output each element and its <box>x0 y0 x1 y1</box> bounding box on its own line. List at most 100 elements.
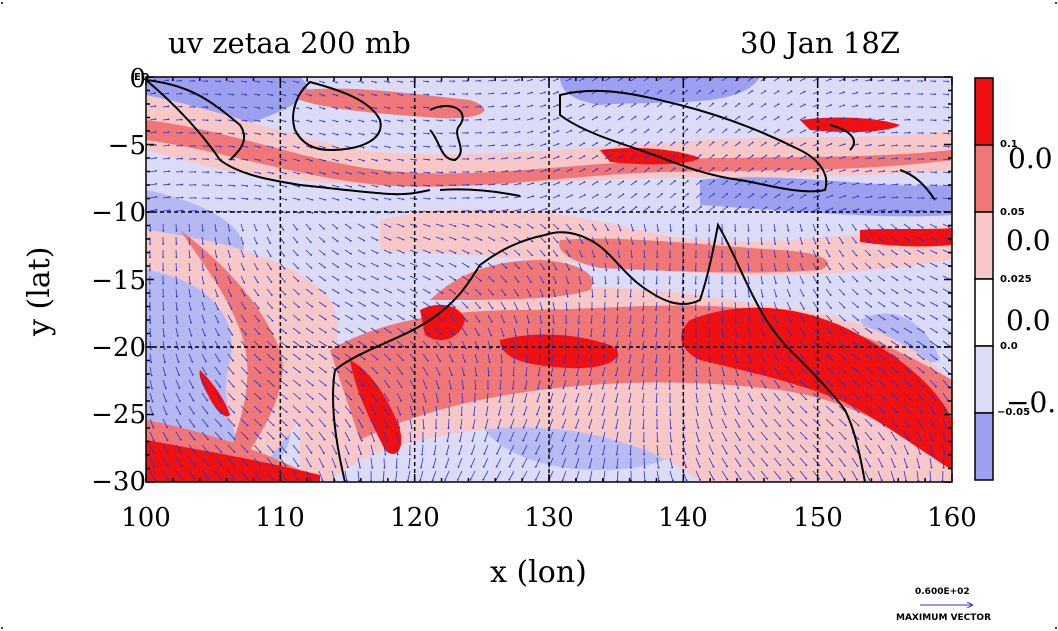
wind-vector-head <box>175 295 178 298</box>
wind-vector <box>578 142 585 147</box>
wind-vector-head <box>245 372 248 375</box>
wind-vector-head <box>154 92 157 94</box>
wind-vector <box>812 262 817 270</box>
wind-vector-head <box>935 252 938 255</box>
wind-vector <box>435 158 443 160</box>
wind-vector <box>240 314 246 322</box>
wind-vector-head <box>311 212 314 214</box>
wind-vector <box>916 249 924 254</box>
wind-vector-head <box>896 344 899 347</box>
wind-vector <box>552 130 559 134</box>
wind-vector-head <box>777 373 780 376</box>
wind-vector-head <box>577 322 580 324</box>
wind-vector-head <box>752 438 755 441</box>
wind-vector-head <box>347 452 350 455</box>
wind-vector-head <box>484 439 486 442</box>
wind-vector <box>383 132 390 135</box>
wind-vector <box>409 405 413 415</box>
wind-vector <box>214 249 217 258</box>
wind-vector <box>617 129 623 134</box>
wind-vector <box>422 145 429 148</box>
wind-vector <box>279 392 288 400</box>
wind-vector-head <box>674 205 677 208</box>
wind-vector-head <box>588 479 591 482</box>
wind-vector-head <box>509 452 511 455</box>
wind-vector-head <box>420 466 422 469</box>
wind-vector-head <box>791 155 794 157</box>
wind-vector-head <box>193 131 196 134</box>
wind-vector-head <box>362 398 365 401</box>
wind-vector <box>669 180 676 186</box>
wind-vector-head <box>376 252 379 255</box>
wind-vector <box>500 144 507 147</box>
wind-vector-head <box>258 94 261 96</box>
wind-vector <box>370 197 378 201</box>
wind-vector-head <box>180 105 183 108</box>
wind-vector <box>487 249 495 255</box>
wind-vector-head <box>684 453 687 456</box>
wind-vector-head <box>549 387 552 390</box>
wind-vector-head <box>259 451 262 453</box>
wind-vector <box>279 327 287 334</box>
wind-vector-head <box>818 437 821 440</box>
wind-vector-head <box>216 295 219 298</box>
wind-vector <box>526 275 532 283</box>
wind-vector-head <box>453 333 455 336</box>
wind-vector <box>589 379 593 389</box>
wind-vector-head <box>203 295 205 298</box>
wind-vector-head <box>831 398 834 400</box>
wind-vector <box>279 145 286 148</box>
wind-vector-head <box>518 130 521 133</box>
wind-vector-head <box>511 387 514 390</box>
wind-vector-head <box>668 295 671 298</box>
wind-vector <box>383 158 390 161</box>
wind-vector-head <box>175 243 178 245</box>
wind-vector <box>370 262 378 267</box>
wind-vector <box>851 314 859 321</box>
wind-vector-head <box>175 282 178 285</box>
wind-vector <box>409 145 416 148</box>
wind-vector-head <box>698 453 701 455</box>
wind-vector-head <box>522 439 525 442</box>
wind-vector <box>734 366 739 376</box>
wind-vector <box>851 236 857 243</box>
wind-vector <box>422 405 426 415</box>
wind-vector-head <box>582 103 585 106</box>
colorbar-label: 0.1 <box>1000 139 1018 150</box>
wind-vector <box>551 353 554 363</box>
wind-vector-head <box>427 119 430 122</box>
wind-vector <box>266 275 272 283</box>
wind-vector-head <box>726 205 729 208</box>
wind-vector-head <box>219 386 222 388</box>
wind-vector <box>435 405 438 416</box>
wind-vector-head <box>285 424 288 427</box>
wind-vector-head <box>202 269 205 272</box>
wind-vector-head <box>883 305 886 308</box>
wind-vector-head <box>843 169 846 171</box>
wind-vector <box>344 444 350 454</box>
wind-vector-head <box>765 438 768 441</box>
wind-vector-head <box>681 348 684 351</box>
wind-vector-head <box>804 359 807 362</box>
wind-vector <box>747 206 754 212</box>
wind-vector <box>838 431 846 440</box>
wind-vector-head <box>922 358 925 361</box>
wind-vector-head <box>761 295 764 298</box>
wind-vector-head <box>628 400 631 403</box>
wind-vector-head <box>606 255 608 258</box>
wind-vector-head <box>415 172 417 174</box>
wind-vector-head <box>501 361 503 364</box>
wind-vector-head <box>337 318 340 321</box>
wind-vector <box>799 314 805 322</box>
wind-vector-head <box>504 294 507 297</box>
wind-vector-head <box>909 170 912 173</box>
wind-vector <box>549 392 554 402</box>
wind-vector <box>409 431 412 442</box>
wind-vector-head <box>206 145 209 148</box>
wind-vector <box>331 132 338 136</box>
wind-vector <box>773 168 780 173</box>
wind-vector <box>500 262 507 269</box>
wind-vector-head <box>694 308 697 311</box>
wind-vector-head <box>424 400 427 403</box>
wind-vector-head <box>641 387 644 390</box>
